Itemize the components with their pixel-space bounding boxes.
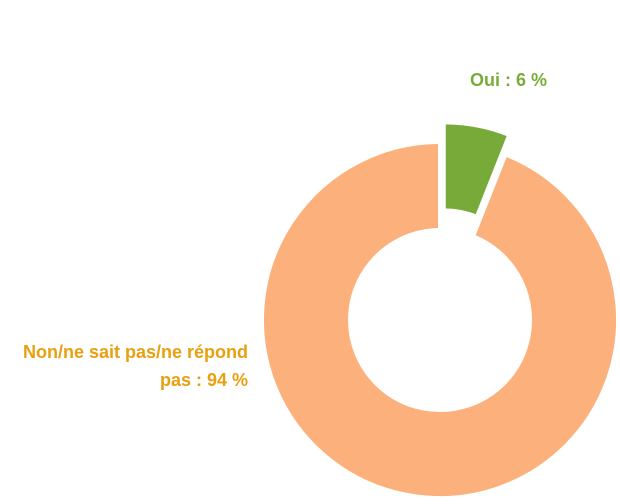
data-label: Non/ne sait pas/ne répond pas : 94 % [22,342,248,390]
donut-slice [260,139,620,500]
data-label: Oui : 6 % [470,70,548,90]
donut-slice [441,120,512,220]
